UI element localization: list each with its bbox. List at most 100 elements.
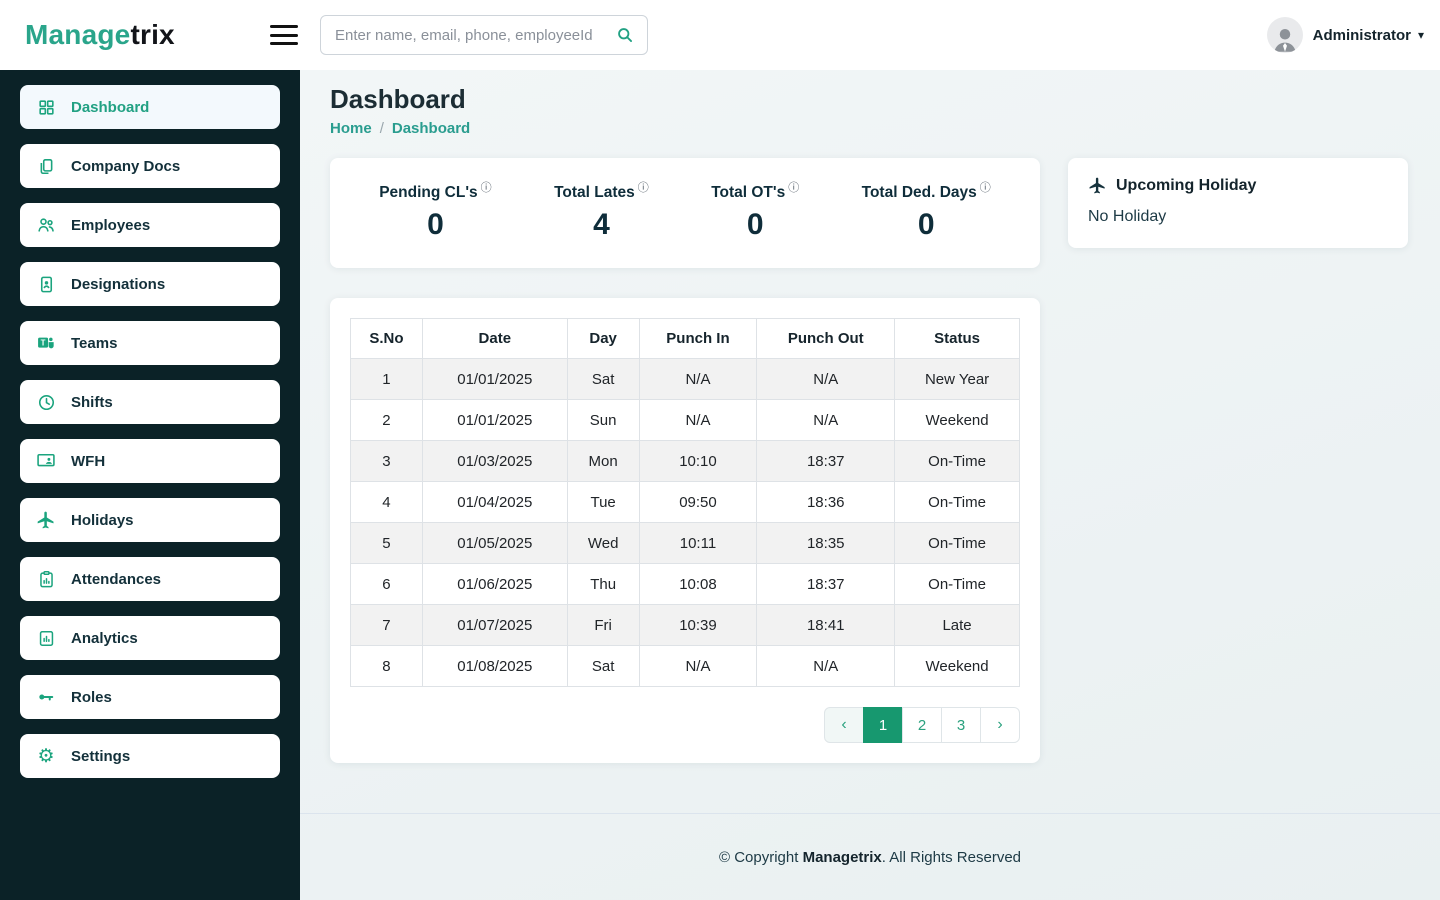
cell-date: 01/01/2025 [421,358,568,400]
pagination-next-button[interactable]: › [980,707,1020,743]
sidebar-item-wfh[interactable]: WFH [20,439,280,483]
breadcrumb-home[interactable]: Home [330,120,372,137]
key-icon [36,687,56,707]
sidebar-item-teams[interactable]: T Teams [20,321,280,365]
cell-date: 01/04/2025 [421,481,568,523]
cell-punch-out: 18:35 [756,522,896,564]
cell-punch-out: 18:41 [756,604,896,646]
table-row: 1 01/01/2025 Sat N/A N/A New Year [350,358,1020,400]
logo-text-green: Manage [25,19,131,50]
cell-punch-out: 18:36 [756,481,896,523]
info-icon[interactable]: ⓘ [979,182,991,194]
cell-date: 01/05/2025 [421,522,568,564]
cell-status: On-Time [894,481,1020,523]
cell-punch-out: N/A [756,399,896,441]
header: Managetrix Administrator ▾ [0,0,1440,70]
pagination-page-3[interactable]: 3 [941,707,981,743]
breadcrumb-current: Dashboard [391,120,471,137]
col-day: Day [566,318,640,359]
cell-punch-in: 10:11 [638,522,758,564]
cell-status: Late [894,604,1020,646]
sidebar-item-shifts[interactable]: Shifts [20,380,280,424]
svg-text:T: T [41,338,46,347]
airplane-icon [36,510,56,530]
stat-value: 0 [427,208,444,241]
table-row: 4 01/04/2025 Tue 09:50 18:36 On-Time [350,481,1020,523]
cell-punch-in: N/A [638,358,758,400]
info-icon[interactable]: ⓘ [480,182,492,194]
sidebar-item-label: Company Docs [71,157,181,175]
stats-card: Pending CL's ⓘ 0 Total Lates ⓘ 4 Total OT'… [330,158,1040,268]
sidebar-item-label: WFH [71,452,106,470]
sidebar-item-label: Roles [71,688,112,706]
stat-label: Pending CL's [379,184,478,201]
stat-label: Total Lates [554,184,635,201]
cell-day: Tue [566,481,640,523]
sidebar-item-designations[interactable]: Designations [20,262,280,306]
page-title: Dashboard [330,84,466,114]
info-icon[interactable]: ⓘ [788,182,800,194]
search-input[interactable] [335,26,615,44]
breadcrumb: Home / Dashboard [330,120,1410,137]
upcoming-holiday-card: Upcoming Holiday No Holiday [1068,158,1408,248]
cell-punch-out: N/A [756,645,896,687]
col-status: Status [894,318,1020,359]
stat-label: Total OT's [711,184,786,201]
documents-icon [36,156,56,176]
pagination-page-2[interactable]: 2 [902,707,942,743]
holiday-message: No Holiday [1088,208,1167,225]
table-row: 7 01/07/2025 Fri 10:39 18:41 Late [350,604,1020,646]
col-punch-in: Punch In [638,318,758,359]
info-icon[interactable]: ⓘ [637,182,649,194]
table-header-row: S.No Date Day Punch In Punch Out Status [350,318,1020,359]
global-search [320,15,648,55]
sidebar-item-settings[interactable]: ⚙ Settings [20,734,280,778]
cell-punch-in: 10:10 [638,440,758,482]
stat-total-ots: Total OT's ⓘ 0 [711,182,800,242]
sidebar-item-attendances[interactable]: Attendances [20,557,280,601]
stat-value: 4 [593,208,610,241]
pagination-prev-button[interactable]: ‹ [824,707,864,743]
table-row: 5 01/05/2025 Wed 10:11 18:35 On-Time [350,522,1020,564]
logo[interactable]: Managetrix [0,19,258,51]
cell-status: On-Time [894,440,1020,482]
clipboard-chart-icon [36,569,56,589]
user-menu[interactable]: Administrator ▾ [1266,17,1424,53]
sidebar-item-label: Shifts [71,393,113,411]
cell-sno: 1 [350,358,423,400]
cell-sno: 2 [350,399,423,441]
stat-total-lates: Total Lates ⓘ 4 [554,182,649,242]
sidebar-item-holidays[interactable]: Holidays [20,498,280,542]
sidebar-item-roles[interactable]: Roles [20,675,280,719]
stat-pending-cls: Pending CL's ⓘ 0 [379,182,492,242]
footer-copyright-post: . All Rights Reserved [881,848,1022,866]
cell-status: Weekend [894,645,1020,687]
sidebar-item-label: Designations [71,275,166,293]
search-icon[interactable] [615,25,635,45]
cell-sno: 7 [350,604,423,646]
sidebar-item-label: Dashboard [71,98,150,116]
stat-total-ded-days: Total Ded. Days ⓘ 0 [861,182,991,242]
sidebar-item-employees[interactable]: Employees [20,203,280,247]
cell-punch-out: N/A [756,358,896,400]
clock-icon [36,392,56,412]
menu-toggle-icon[interactable] [270,25,298,45]
pagination-page-1[interactable]: 1 [863,707,903,743]
attendance-table-card: S.No Date Day Punch In Punch Out Status … [330,298,1040,763]
footer-brand: Managetrix [802,848,882,866]
cell-sno: 3 [350,440,423,482]
cell-punch-in: 10:39 [638,604,758,646]
sidebar-item-dashboard[interactable]: Dashboard [20,85,280,129]
holiday-card-title: Upcoming Holiday [1116,176,1257,194]
sidebar-item-company-docs[interactable]: Company Docs [20,144,280,188]
col-punch-out: Punch Out [756,318,896,359]
main-content: Dashboard Home / Dashboard Pending CL's ⓘ… [300,70,1440,900]
monitor-user-icon [36,451,56,471]
stat-label: Total Ded. Days [861,184,977,201]
cell-day: Fri [566,604,640,646]
sidebar-item-analytics[interactable]: Analytics [20,616,280,660]
cell-punch-out: 18:37 [756,440,896,482]
cell-sno: 8 [350,645,423,687]
cell-day: Sat [566,358,640,400]
cell-day: Sun [566,399,640,441]
